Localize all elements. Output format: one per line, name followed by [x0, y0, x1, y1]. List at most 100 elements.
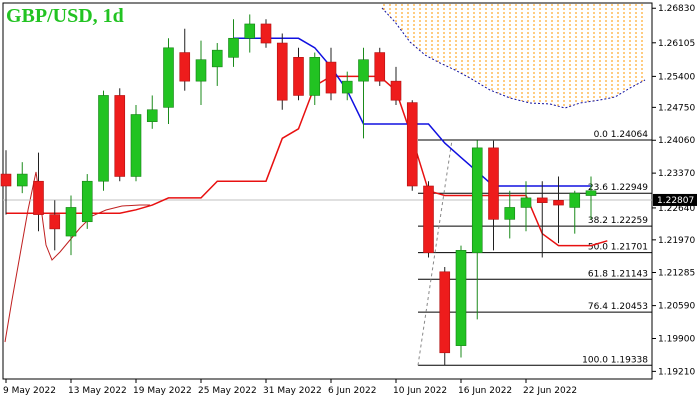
candle-body	[325, 61, 337, 94]
candle-body	[455, 250, 467, 346]
candle	[195, 40, 207, 105]
candle-body	[374, 52, 386, 82]
candle-body	[16, 173, 28, 187]
fib-level-label: 38.2 1.22259	[588, 216, 648, 226]
candle	[585, 176, 597, 220]
y-tick-label: 1.26830	[658, 4, 695, 14]
candle	[293, 47, 304, 101]
fib-level-label: 0.0 1.24064	[594, 130, 649, 140]
candle	[146, 95, 158, 129]
fib-level-label: 100.0 1.19338	[582, 355, 648, 365]
fib-level-label: 76.4 1.20453	[588, 302, 648, 312]
candle-body	[520, 197, 532, 208]
candle-body	[390, 80, 402, 101]
candle-body	[423, 185, 434, 254]
current-price-tag: 1.22807	[653, 193, 697, 206]
candle	[553, 176, 564, 244]
y-tick-label: 1.24060	[658, 136, 695, 146]
y-tick-label: 1.26105	[658, 39, 695, 49]
candle	[0, 150, 12, 215]
candle-body	[471, 147, 483, 254]
candle-body	[504, 207, 516, 220]
candle-body	[260, 23, 272, 44]
fib-trend-line	[417, 139, 453, 366]
candle	[179, 28, 191, 91]
candle-body	[341, 80, 353, 94]
candle	[228, 19, 239, 67]
x-tick-label: 25 May 2022	[198, 386, 257, 396]
y-tick-label: 1.19900	[658, 334, 695, 344]
lagging-span-line	[4, 171, 150, 343]
y-axis: 1.26830 1.26105 1.25400 1.24750 1.24060 1.233…	[652, 4, 695, 377]
cloud-area	[381, 4, 646, 109]
candle	[65, 195, 77, 256]
candle	[33, 152, 44, 232]
candle-body	[81, 180, 93, 223]
candle-body	[98, 95, 109, 182]
candle-body	[65, 207, 77, 237]
candles	[0, 14, 597, 366]
candle-body	[585, 190, 597, 196]
candle	[358, 47, 369, 139]
x-tick-label: 9 May 2022	[3, 386, 56, 396]
candle	[49, 200, 61, 251]
candle-body	[536, 197, 548, 203]
candle-body	[228, 37, 239, 58]
current-price-tag-bg	[653, 193, 697, 206]
y-tick-label: 1.21970	[658, 236, 695, 246]
candle	[81, 174, 93, 229]
x-tick-label: 16 Jun 2022	[458, 386, 512, 396]
x-axis: 9 May 2022 13 May 2022 19 May 2022 25 May 2…	[3, 379, 577, 396]
candle	[569, 190, 581, 234]
candle-body	[114, 95, 126, 177]
candle-body	[130, 114, 142, 177]
candle-body	[179, 52, 191, 82]
candle	[374, 47, 386, 86]
candle-body	[163, 47, 174, 108]
fib-level-label: 50.0 1.21701	[588, 243, 648, 253]
candle-body	[293, 57, 304, 96]
y-tick-label: 1.19210	[658, 367, 695, 377]
candle	[341, 71, 353, 101]
cloud-boundary-line	[381, 7, 646, 109]
y-tick-label: 1.20590	[658, 302, 695, 312]
y-tick-label: 1.21285	[658, 268, 695, 278]
candle	[471, 140, 483, 320]
candle	[98, 90, 109, 191]
candle	[406, 100, 418, 191]
candle	[260, 19, 272, 48]
candle	[520, 181, 532, 232]
y-tick-label: 1.23370	[658, 169, 695, 179]
x-tick-label: 19 May 2022	[133, 386, 192, 396]
candle-body	[439, 271, 451, 354]
candle	[325, 47, 337, 101]
y-tick-label: 1.22640	[658, 204, 695, 214]
candle-body	[146, 109, 158, 122]
candle-body	[244, 23, 256, 39]
candle	[390, 66, 402, 105]
candle-body	[195, 59, 207, 82]
chart-title: GBP/USD, 1d	[6, 5, 124, 27]
x-tick-label: 31 May 2022	[263, 386, 322, 396]
candle-body	[553, 199, 564, 206]
candle	[439, 267, 451, 366]
candle	[504, 190, 516, 239]
candle	[244, 14, 256, 53]
candle-body	[309, 57, 321, 96]
fib-level-label: 23.6 1.22949	[588, 183, 648, 193]
candle	[455, 245, 467, 358]
candle	[276, 33, 288, 110]
candle-body	[276, 42, 288, 101]
x-tick-label: 10 Jun 2022	[393, 386, 447, 396]
x-tick-label: 13 May 2022	[68, 386, 127, 396]
x-tick-label: 22 Jun 2022	[523, 386, 577, 396]
x-tick-label: 6 Jun 2022	[328, 386, 376, 396]
y-tick-label: 1.25400	[658, 72, 695, 82]
candle	[163, 38, 174, 125]
candle	[114, 88, 126, 182]
candle-body	[0, 173, 12, 187]
candle-body	[49, 214, 61, 230]
candle	[423, 181, 434, 258]
